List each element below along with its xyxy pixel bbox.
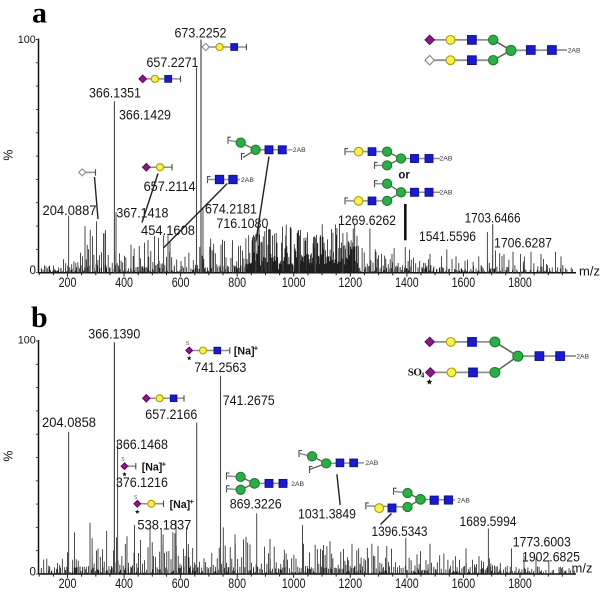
svg-text:1400: 1400	[395, 275, 419, 290]
svg-text:1773.6003: 1773.6003	[513, 535, 571, 550]
svg-text:366.1351: 366.1351	[89, 86, 141, 101]
svg-text:400: 400	[115, 576, 133, 591]
svg-text:1703.6466: 1703.6466	[465, 211, 521, 226]
svg-text:673.2252: 673.2252	[175, 26, 227, 41]
svg-text:4: 4	[421, 371, 425, 379]
svg-text:600: 600	[172, 576, 190, 591]
svg-text:100: 100	[18, 34, 36, 46]
svg-text:1541.5596: 1541.5596	[419, 229, 476, 244]
svg-text:200: 200	[59, 576, 77, 591]
svg-text:367.1418: 367.1418	[116, 205, 168, 220]
svg-text:376.1216: 376.1216	[116, 475, 168, 490]
svg-text:or: or	[398, 170, 410, 182]
svg-text:1706.6287: 1706.6287	[494, 236, 552, 251]
svg-text:1689.5994: 1689.5994	[460, 514, 517, 529]
svg-text:0: 0	[30, 264, 36, 277]
svg-text:%: %	[1, 149, 15, 160]
svg-text:[Na]: [Na]	[234, 346, 255, 358]
svg-text:2AB: 2AB	[241, 177, 254, 184]
svg-text:2AB: 2AB	[291, 481, 304, 488]
svg-text:100: 100	[18, 335, 36, 347]
svg-text:204.0858: 204.0858	[42, 415, 96, 430]
svg-text:366.1468: 366.1468	[116, 437, 168, 452]
svg-text:+: +	[162, 459, 167, 468]
svg-text:800: 800	[228, 275, 246, 290]
svg-text:0: 0	[30, 566, 36, 579]
svg-text:600: 600	[172, 275, 190, 290]
svg-text:538.1837: 538.1837	[137, 518, 191, 533]
svg-text:2AB: 2AB	[440, 190, 453, 197]
svg-text:366.1429: 366.1429	[119, 108, 171, 123]
svg-text:657.2166: 657.2166	[145, 407, 197, 422]
svg-text:1000: 1000	[282, 275, 306, 290]
svg-text:+: +	[254, 343, 259, 352]
svg-text:400: 400	[115, 275, 133, 290]
svg-text:1600: 1600	[452, 275, 476, 290]
svg-text:[Na]: [Na]	[142, 462, 163, 474]
svg-text:S: S	[186, 341, 190, 347]
svg-text:1600: 1600	[452, 576, 476, 591]
svg-text:741.2563: 741.2563	[194, 360, 246, 375]
svg-text:1000: 1000	[282, 576, 306, 591]
svg-text:2AB: 2AB	[440, 156, 453, 163]
svg-text:674.2181: 674.2181	[205, 202, 257, 217]
svg-text:204.0887: 204.0887	[43, 203, 97, 218]
svg-text:b: b	[31, 301, 48, 334]
svg-text:2AB: 2AB	[576, 353, 589, 360]
svg-text:657.2271: 657.2271	[147, 55, 199, 70]
svg-text:2AB: 2AB	[293, 147, 306, 154]
svg-text:1800: 1800	[508, 576, 532, 591]
svg-text:2AB: 2AB	[457, 497, 470, 504]
svg-text:S: S	[134, 495, 138, 501]
svg-text:716.1080: 716.1080	[216, 216, 268, 231]
svg-text:800: 800	[228, 576, 246, 591]
svg-text:366.1390: 366.1390	[88, 326, 140, 341]
svg-text:m/z: m/z	[579, 264, 600, 279]
svg-text:200: 200	[59, 275, 77, 290]
svg-text:1396.5343: 1396.5343	[372, 524, 428, 539]
svg-text:1800: 1800	[508, 275, 532, 290]
svg-text:1200: 1200	[339, 576, 363, 591]
svg-text:[Na]: [Na]	[170, 499, 191, 511]
svg-text:1902.6825: 1902.6825	[522, 550, 580, 565]
svg-text:%: %	[1, 450, 15, 461]
svg-text:1269.6262: 1269.6262	[338, 213, 396, 228]
svg-text:a: a	[32, 0, 47, 30]
svg-text:869.3226: 869.3226	[230, 497, 282, 512]
svg-text:2AB: 2AB	[568, 47, 581, 54]
svg-text:741.2675: 741.2675	[223, 393, 275, 408]
svg-text:S: S	[121, 457, 125, 463]
svg-text:+: +	[190, 497, 195, 506]
svg-text:1031.3849: 1031.3849	[298, 507, 356, 522]
svg-text:2AB: 2AB	[365, 460, 378, 467]
svg-text:1400: 1400	[395, 576, 419, 591]
svg-text:1200: 1200	[339, 275, 363, 290]
